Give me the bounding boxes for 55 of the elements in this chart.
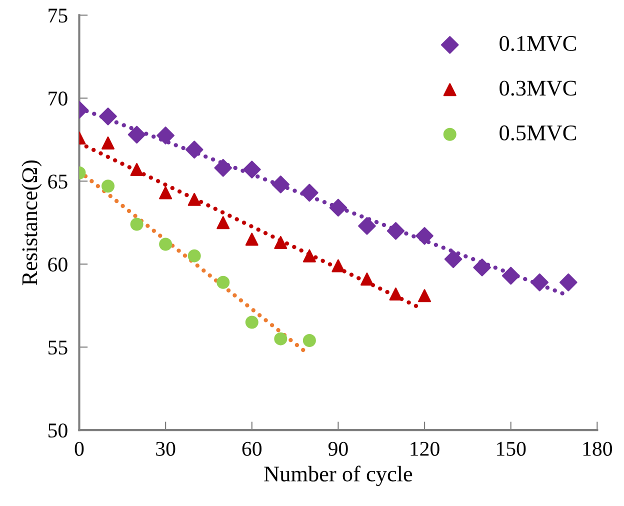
x-tick-label: 180 (583, 442, 612, 456)
point (332, 259, 345, 272)
point (216, 216, 230, 230)
point (272, 176, 290, 194)
x-tick-label: 30 (156, 442, 176, 456)
y-tick-label: 60 (48, 258, 68, 272)
x-axis-title: Number of cycle (264, 466, 412, 486)
point (159, 238, 172, 251)
point (156, 126, 174, 144)
x-tick-label: 150 (497, 442, 526, 456)
point (329, 198, 348, 217)
point (216, 276, 230, 289)
x-tick-label: 90 (328, 442, 348, 456)
point (188, 192, 201, 206)
y-tick-label: 75 (48, 8, 68, 23)
point (245, 316, 258, 329)
point (99, 108, 117, 126)
point (358, 217, 376, 235)
point (300, 184, 318, 202)
point (530, 273, 549, 292)
point (418, 289, 432, 302)
point (444, 250, 462, 268)
legend-label: 0.3MVC (500, 80, 576, 96)
point (242, 160, 261, 178)
point (188, 249, 201, 262)
point (274, 332, 288, 346)
point (130, 218, 144, 231)
point (128, 126, 146, 144)
legend-label: 0.5MVC (500, 125, 576, 141)
point (102, 136, 115, 150)
point (302, 249, 316, 262)
point (214, 158, 232, 177)
point (389, 288, 402, 301)
y-tick-label: 55 (48, 340, 68, 355)
legend-label: 0.1MVC (500, 36, 576, 52)
y-tick-label: 70 (48, 92, 68, 106)
x-tick-label: 120 (410, 442, 440, 456)
point (274, 236, 288, 250)
point (473, 258, 491, 276)
point (130, 163, 144, 176)
point (102, 180, 115, 193)
point (302, 334, 316, 347)
x-tick-label: 0 (74, 442, 84, 456)
point (559, 273, 578, 292)
point (245, 232, 258, 246)
point (360, 272, 374, 286)
point (502, 266, 520, 285)
y-tick-label: 65 (48, 174, 68, 189)
y-axis-title: Resistance(Ω) (22, 160, 42, 286)
point (386, 222, 405, 240)
point (159, 186, 172, 200)
point (185, 140, 204, 159)
point (416, 227, 434, 245)
x-tick-label: 60 (242, 442, 262, 456)
y-tick-label: 50 (48, 423, 68, 438)
